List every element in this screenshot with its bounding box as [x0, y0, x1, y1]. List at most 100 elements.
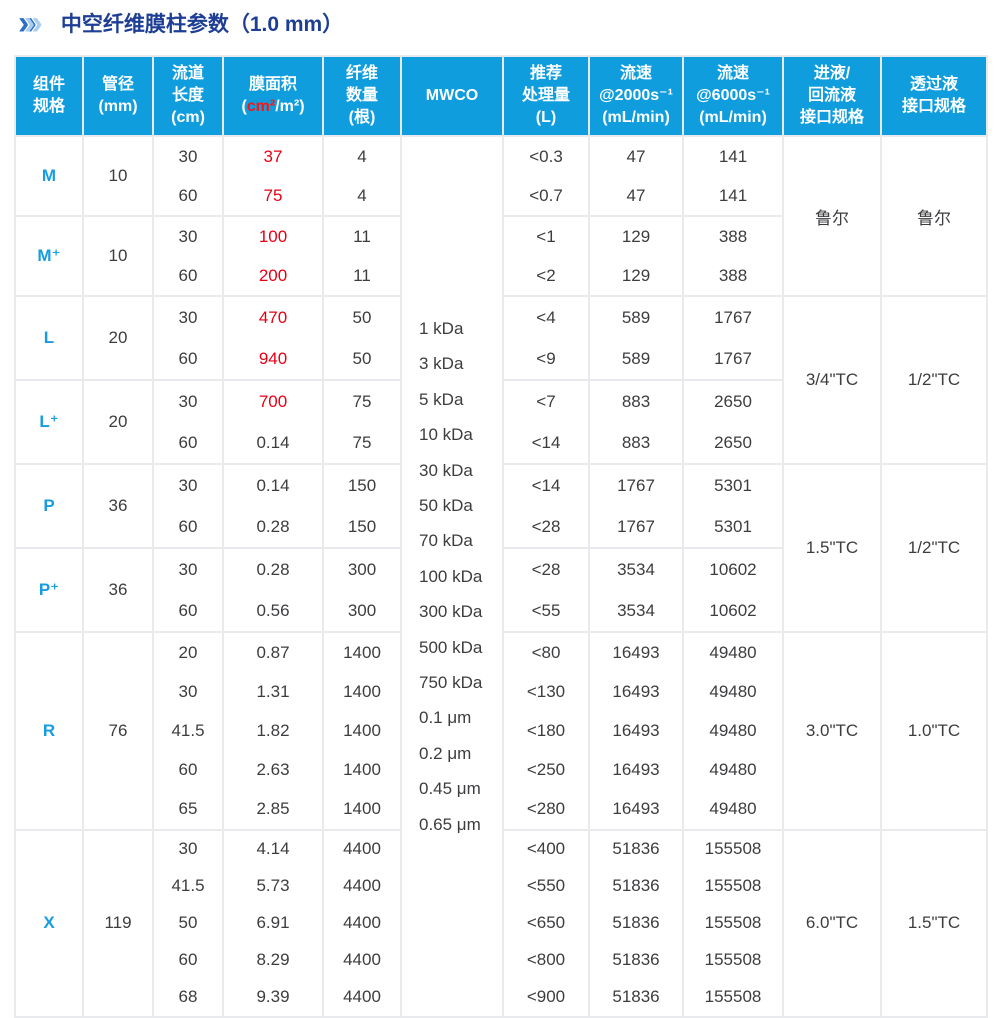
mwco-value: 30 kDa: [419, 460, 473, 480]
cell-flow-2000: 51836 51836 51836 51836 51836: [588, 828, 684, 1018]
value-flow-6000: 155508: [704, 913, 762, 933]
value-flow-6000: 10602: [709, 600, 757, 620]
value-fiber-count: 50: [352, 348, 372, 368]
group-row-L: L 20 30 60 470 940 50 50 <4 <9 589 589 1767 1767 3/4"T…: [14, 295, 988, 465]
cell-fiber-count: 75 75: [322, 379, 402, 465]
cell-tube-diameter: 119: [82, 828, 154, 1018]
mwco-value: 0.45 μm: [419, 779, 481, 799]
mwco-value: 0.1 μm: [419, 708, 472, 728]
value-flow-2000: 16493: [612, 681, 660, 701]
value-throughput: <80: [531, 642, 561, 662]
cell-throughput: <4 <9: [502, 295, 590, 381]
group-row-M-plus: M⁺ 10 30 60 100 200 11 11 <1 <2 129 129 388 388: [14, 215, 987, 297]
cell-flow-2000: 589 589: [588, 295, 684, 381]
value-membrane-area: 1.31: [256, 681, 290, 701]
cell-tube-diameter: 20: [82, 295, 154, 381]
column-header-tube-diameter: 管径 (mm): [82, 55, 154, 137]
cell-flow-6000: 2650 2650: [682, 379, 784, 465]
value-membrane-area: 37: [263, 146, 283, 166]
cell-membrane-area: 470 940: [222, 295, 324, 381]
value-flow-length: 30: [178, 146, 198, 166]
value-membrane-area: 75: [263, 185, 283, 205]
column-header-fiber-count: 纤维 数量 (根): [322, 55, 402, 137]
cell-inlet-interface: 鲁尔: [782, 135, 882, 297]
cell-flow-6000: 141 141: [682, 135, 784, 217]
cell-tube-diameter: 10: [82, 135, 154, 217]
value-flow-2000: 47: [626, 146, 646, 166]
cell-throughput: <400 <550 <650 <800 <900: [502, 828, 590, 1018]
value-flow-2000: 3534: [617, 600, 655, 620]
value-flow-6000: 49480: [709, 799, 757, 819]
cell-flow-length: 30 60: [152, 463, 224, 549]
cell-fiber-count: 11 11: [322, 215, 402, 297]
value-flow-2000: 16493: [612, 799, 660, 819]
cell-throughput: <7 <14: [502, 379, 590, 465]
double-chevron-right-icon: »»: [18, 4, 43, 42]
value-flow-6000: 10602: [709, 559, 757, 579]
group-row-P-plus: P⁺ 36 30 60 0.28 0.56 300 300 <28 <55 3534 3534 1060…: [14, 547, 987, 633]
value-fiber-count: 11: [353, 265, 371, 285]
value-flow-2000: 16493: [612, 642, 660, 662]
mwco-value: 5 kDa: [419, 389, 464, 409]
value-fiber-count: 4400: [343, 950, 381, 970]
mwco-value: 750 kDa: [419, 672, 483, 692]
value-fiber-count: 4400: [343, 876, 381, 896]
value-flow-length: 30: [178, 475, 198, 495]
cell-component-spec: P⁺: [14, 547, 84, 633]
cell-flow-2000: 1767 1767: [588, 463, 684, 549]
value-throughput: <0.3: [529, 146, 563, 166]
cell-fiber-count: 150 150: [322, 463, 402, 549]
value-membrane-area: 6.91: [256, 913, 290, 933]
cell-inlet-interface: 3/4"TC: [782, 295, 882, 465]
value-flow-length: 30: [178, 391, 198, 411]
value-flow-length: 68: [178, 987, 198, 1007]
value-throughput: <2: [536, 265, 556, 285]
value-fiber-count: 50: [352, 307, 372, 327]
value-flow-6000: 155508: [704, 876, 762, 896]
cell-flow-length: 30 41.5 50 60 68: [152, 828, 224, 1018]
value-flow-2000: 16493: [612, 720, 660, 740]
cell-flow-length: 20 30 41.5 60 65: [152, 631, 224, 831]
column-header-inlet-reflux-interface: 进液/回流液 接口规格: [782, 55, 882, 137]
cell-component-spec: R: [14, 631, 84, 831]
value-flow-2000: 589: [621, 307, 651, 327]
cell-throughput: <14 <28: [502, 463, 590, 549]
page-header: »» 中空纤维膜柱参数（1.0 mm）: [18, 4, 343, 42]
value-throughput: <400: [526, 839, 566, 859]
value-flow-6000: 155508: [704, 950, 762, 970]
value-flow-length: 50: [178, 913, 198, 933]
cell-membrane-area: 100 200: [222, 215, 324, 297]
value-flow-length: 30: [178, 226, 198, 246]
value-fiber-count: 300: [347, 600, 377, 620]
value-flow-length: 20: [178, 642, 198, 662]
value-flow-2000: 589: [621, 348, 651, 368]
value-flow-6000: 141: [718, 146, 748, 166]
value-flow-2000: 51836: [612, 987, 660, 1007]
cell-throughput: <0.3 <0.7: [502, 135, 590, 217]
mwco-value: 50 kDa: [419, 495, 473, 515]
cell-flow-6000: 155508 155508 155508 155508 155508: [682, 828, 784, 1018]
cell-permeate-interface: 1/2"TC: [880, 463, 988, 633]
value-flow-6000: 49480: [709, 720, 757, 740]
column-header-mwco: MWCO: [400, 55, 504, 137]
cell-component-spec: P: [14, 463, 84, 549]
value-throughput: <0.7: [529, 185, 563, 205]
value-flow-2000: 51836: [612, 839, 660, 859]
column-header-component-spec: 组件 规格: [14, 55, 84, 137]
value-throughput: <250: [526, 760, 566, 780]
value-fiber-count: 11: [353, 226, 371, 246]
cell-flow-6000: 1767 1767: [682, 295, 784, 381]
value-flow-length: 60: [178, 600, 198, 620]
value-flow-2000: 47: [626, 185, 646, 205]
value-membrane-area: 0.56: [256, 600, 290, 620]
value-fiber-count: 150: [347, 475, 377, 495]
value-membrane-area: 5.73: [256, 876, 290, 896]
mwco-value: 500 kDa: [419, 637, 483, 657]
cell-throughput: <28 <55: [502, 547, 590, 633]
value-membrane-area: 470: [258, 307, 288, 327]
cell-mwco-list: 1 kDa 3 kDa 5 kDa 10 kDa 30 kDa 50 kDa 70 kDa 1…: [400, 135, 504, 1018]
value-flow-length: 60: [178, 432, 198, 452]
value-flow-2000: 51836: [612, 950, 660, 970]
cell-flow-6000: 388 388: [682, 215, 784, 297]
column-header-flow-path-length: 流道 长度 (cm): [152, 55, 224, 137]
